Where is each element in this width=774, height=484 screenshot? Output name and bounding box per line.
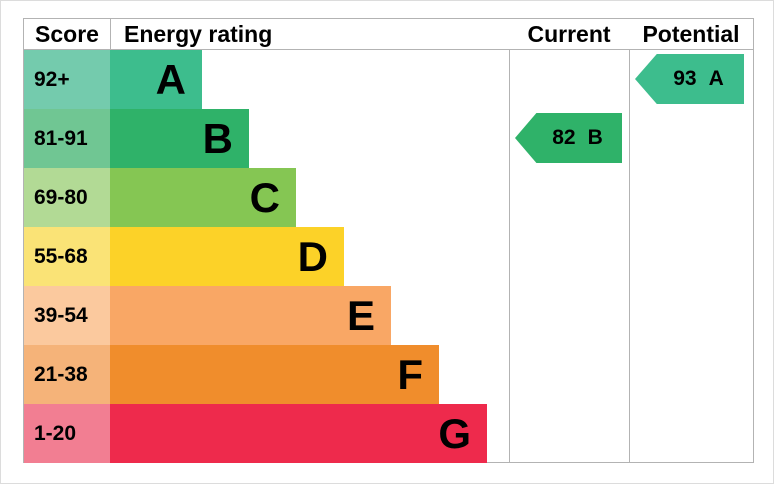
current-band-letter: B [587,126,603,149]
energy-rating-column-header: Energy rating [124,21,273,47]
band-row: 39-54 E [24,286,753,345]
band-bar: E [110,286,391,345]
column-divider-current [509,19,510,462]
score-cell: 39-54 [24,286,110,345]
band-row: 55-68 D [24,227,753,286]
current-score-value: 82 [552,126,576,149]
score-cell: 21-38 [24,345,110,404]
score-column-divider [110,19,111,49]
score-cell: 92+ [24,50,110,109]
score-cell: 69-80 [24,168,110,227]
current-column-header: Current [527,21,611,47]
epc-table: Score Energy rating Current Potential 92… [23,18,754,463]
potential-band-letter: A [708,67,724,90]
band-bar: B [110,109,249,168]
band-row: 81-91 B [24,109,753,168]
score-cell: 81-91 [24,109,110,168]
band-row: 1-20 G [24,404,753,463]
table-header: Score Energy rating Current Potential [24,19,753,50]
band-bar: F [110,345,439,404]
score-cell: 1-20 [24,404,110,463]
band-row: 69-80 C [24,168,753,227]
column-divider-potential [629,19,630,462]
score-cell: 55-68 [24,227,110,286]
band-bar: D [110,227,344,286]
potential-column-header: Potential [642,21,740,47]
band-row: 92+ A [24,50,753,109]
band-rows: 92+ A 81-91 B 69-80 C 55-68 D 39-54 E 21… [24,50,753,463]
band-bar: C [110,168,296,227]
band-row: 21-38 F [24,345,753,404]
current-rating-arrow: 82 B [515,113,622,163]
band-bar: A [110,50,202,109]
potential-score-value: 93 [673,67,697,90]
band-bar: G [110,404,487,463]
score-column-header: Score [35,21,99,47]
potential-rating-arrow: 93 A [635,54,744,104]
